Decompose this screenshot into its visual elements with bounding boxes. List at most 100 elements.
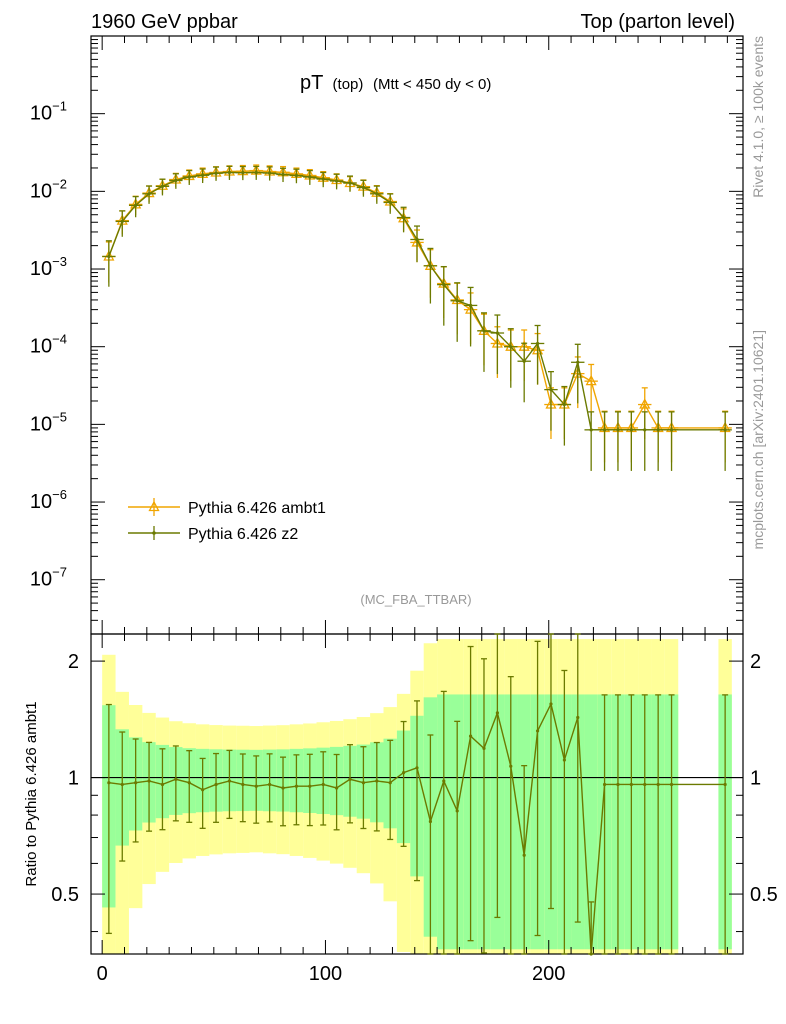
main-plot-frame (90, 35, 744, 635)
marker-dot (442, 283, 446, 287)
marker-triangle (585, 374, 597, 386)
marker-dot (361, 185, 366, 190)
marker-dot (428, 264, 432, 268)
marker-dot (669, 428, 674, 432)
ratio-marker-dot (294, 784, 299, 788)
ratio-marker-dot (656, 782, 660, 787)
ratio-marker-dot (576, 715, 580, 720)
main-axis-ticks: 10−7 10−6 10−5 10−4 10−3 10−2 10−1 0 100 200 (30, 35, 743, 985)
ratio-marker-dot (522, 853, 526, 857)
ratio-marker-dot (335, 786, 339, 790)
ratio-y-tick-label-right: 0.5 (750, 884, 778, 906)
ratio-marker-dot (388, 781, 392, 785)
side-label-top: Rivet 4.1.0, ≥ 100k events (750, 36, 766, 198)
marker-dot (562, 402, 566, 407)
y-tick-label: 10−4 (30, 332, 67, 358)
marker-dot (227, 170, 232, 175)
series-line-ambt1 (108, 169, 726, 429)
plot-title-sub: (top) (333, 76, 364, 93)
marker-dot (455, 299, 459, 303)
ratio-marker-dot (402, 771, 406, 775)
ratio-marker-dot (442, 779, 446, 783)
marker-dot (335, 179, 339, 183)
x-tick-label: 200 (532, 963, 565, 985)
ratio-y-axis-label: Ratio to Pythia 6.426 ambt1 (23, 701, 40, 886)
marker-dot (402, 215, 406, 220)
marker-dot (495, 331, 499, 335)
marker-dot (160, 184, 165, 188)
y-tick-label: 10−5 (30, 409, 67, 435)
ratio-marker-dot (643, 782, 647, 787)
header-left: 1960 GeV ppbar (91, 11, 238, 33)
marker-dot (616, 428, 620, 432)
ratio-series (105, 633, 729, 956)
ratio-plot-frame (90, 633, 744, 955)
ratio-marker-dot (562, 758, 566, 762)
ratio-marker-dot (549, 702, 553, 706)
legend-marker-dot (152, 531, 156, 535)
plot-title-main: pT (300, 72, 323, 94)
marker-dot (589, 428, 593, 432)
marker-dot (375, 192, 379, 196)
ratio-marker-dot (134, 781, 138, 785)
ratio-marker-dot (455, 809, 459, 813)
header-right: Top (parton level) (580, 11, 735, 33)
marker-dot (174, 178, 178, 183)
marker-dot (268, 171, 272, 175)
marker-dot (549, 388, 553, 392)
ratio-marker-dot (535, 729, 540, 733)
x-tick-label: 100 (309, 963, 342, 985)
legend-label: Pythia 6.426 z2 (188, 526, 298, 543)
legend: Pythia 6.426 ambt1 Pythia 6.426 z2 (128, 498, 326, 543)
marker-dot (214, 171, 218, 175)
marker-dot (321, 177, 325, 181)
marker-dot (629, 428, 633, 432)
ratio-y-tick-label-left: 0.5 (51, 884, 79, 906)
marker-dot (522, 359, 526, 363)
ratio-marker-dot (107, 781, 111, 785)
marker-dot (120, 219, 124, 224)
marker-dot (482, 329, 486, 333)
ratio-marker-dot (669, 782, 674, 787)
marker-dot (107, 254, 111, 259)
marker-dot (134, 203, 138, 207)
ratio-marker-dot (361, 781, 366, 785)
ratio-marker-dot (120, 782, 124, 787)
series-line-z2 (108, 171, 726, 431)
ratio-marker-dot (281, 786, 285, 790)
marker-dot (294, 173, 299, 178)
marker-dot (643, 428, 647, 432)
ratio-marker-dot (602, 782, 607, 787)
marker-dot (576, 360, 580, 364)
ratio-marker-dot (174, 777, 178, 781)
marker-dot (147, 192, 151, 196)
ratio-axis-ticks: 0.5 0.5 1 1 2 2 (51, 651, 778, 933)
ratio-marker-dot (227, 779, 232, 783)
marker-dot (187, 175, 191, 179)
marker-dot (388, 200, 392, 205)
ratio-marker-dot (147, 779, 151, 783)
x-tick-label: 0 (97, 963, 108, 985)
ratio-marker-dot (482, 746, 486, 750)
ratio-marker-dot (254, 784, 258, 788)
ratio-marker-dot (375, 779, 379, 783)
legend-label: Pythia 6.426 ambt1 (188, 500, 326, 517)
ratio-marker-dot (160, 782, 165, 787)
y-tick-label: 10−7 (30, 565, 67, 591)
ratio-marker-dot (495, 711, 499, 715)
ratio-y-tick-label-left: 1 (68, 768, 79, 790)
ratio-marker-dot (428, 819, 432, 824)
marker-dot (723, 428, 727, 432)
ratio-marker-dot (214, 782, 218, 787)
marker-dot (308, 175, 312, 179)
marker-dot (509, 345, 513, 349)
marker-dot (201, 173, 205, 177)
ratio-marker-dot (187, 781, 191, 785)
watermark: (MC_FBA_TTBAR) (360, 592, 471, 607)
plot-title-cut: (Mtt < 450 dy < 0) (373, 76, 491, 93)
ratio-marker-dot (268, 782, 272, 787)
marker-dot (241, 171, 245, 175)
marker-dot (415, 237, 419, 242)
ratio-marker-dot (468, 734, 473, 738)
ratio-marker-dot (348, 777, 352, 781)
